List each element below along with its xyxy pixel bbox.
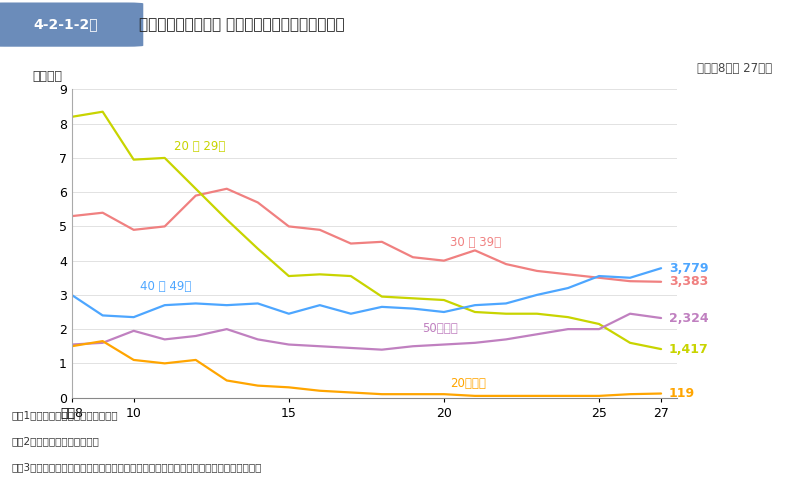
- Text: 20 〜 29歳: 20 〜 29歳: [174, 140, 225, 153]
- Text: 40 〜 49歳: 40 〜 49歳: [140, 280, 191, 293]
- Text: 119: 119: [669, 387, 695, 400]
- Text: 注　1　警察庁刑事局の資料による。: 注 1 警察庁刑事局の資料による。: [12, 410, 119, 420]
- Text: 2　犯行時の年齢による。: 2 犯行時の年齢による。: [12, 436, 100, 446]
- Text: 3,383: 3,383: [669, 275, 708, 288]
- Text: 3　覚せい剤に係る麻薬特例法違反の検挙人員を含み，警察が検挙した人員に限る。: 3 覚せい剤に係る麻薬特例法違反の検挙人員を含み，警察が検挙した人員に限る。: [12, 462, 263, 472]
- Text: （千人）: （千人）: [33, 70, 62, 83]
- Text: 50歳以上: 50歳以上: [422, 322, 458, 335]
- Text: （平成8年〜 27年）: （平成8年〜 27年）: [697, 62, 772, 75]
- FancyBboxPatch shape: [0, 2, 143, 47]
- Text: 2,324: 2,324: [669, 312, 708, 325]
- Text: 20歳未満: 20歳未満: [450, 377, 486, 390]
- Text: 30 〜 39歳: 30 〜 39歳: [450, 236, 501, 248]
- Text: 4-2-1-2図: 4-2-1-2図: [33, 17, 98, 32]
- Text: 3,779: 3,779: [669, 262, 708, 275]
- Text: 1,417: 1,417: [669, 342, 708, 355]
- Text: 覚せい剤取締法違反 検挙人員の推移（年齢層別）: 覚せい剤取締法違反 検挙人員の推移（年齢層別）: [139, 17, 345, 32]
